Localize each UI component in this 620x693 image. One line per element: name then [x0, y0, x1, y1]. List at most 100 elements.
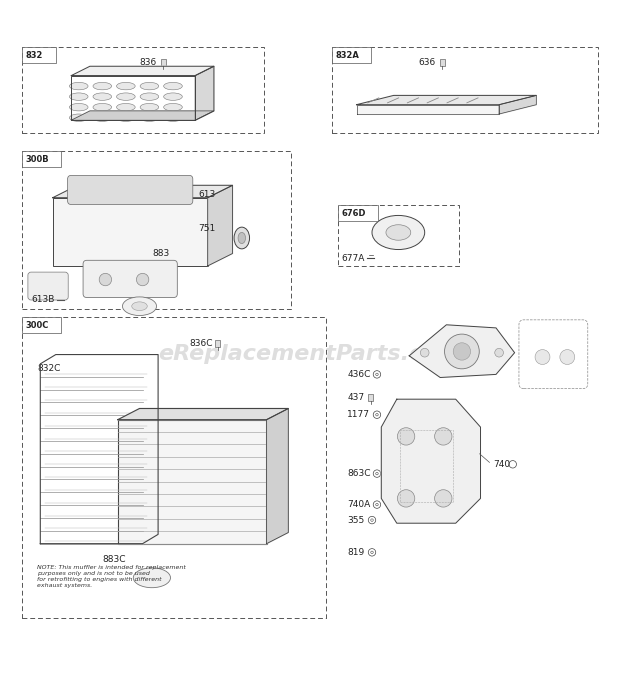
- Polygon shape: [195, 67, 214, 120]
- Bar: [22, 317, 326, 618]
- Ellipse shape: [164, 82, 182, 90]
- Ellipse shape: [69, 82, 88, 90]
- Circle shape: [397, 428, 415, 445]
- Text: 863C: 863C: [347, 469, 371, 478]
- Ellipse shape: [234, 227, 249, 249]
- Ellipse shape: [372, 216, 425, 249]
- Ellipse shape: [164, 114, 182, 121]
- Text: NOTE: This muffler is intended for replacement
purposes only and is not to be us: NOTE: This muffler is intended for repla…: [37, 565, 186, 588]
- Text: 677A: 677A: [341, 254, 365, 263]
- Text: 613B: 613B: [31, 295, 55, 304]
- Polygon shape: [118, 408, 288, 420]
- Circle shape: [420, 349, 429, 357]
- Bar: [22, 317, 61, 333]
- Ellipse shape: [140, 103, 159, 111]
- Ellipse shape: [93, 114, 112, 121]
- Bar: [22, 47, 264, 132]
- Ellipse shape: [117, 82, 135, 90]
- Text: 740A: 740A: [347, 500, 371, 509]
- Text: 1177: 1177: [347, 410, 370, 419]
- Ellipse shape: [133, 568, 171, 588]
- Circle shape: [222, 193, 224, 196]
- Circle shape: [371, 519, 373, 521]
- Polygon shape: [356, 105, 499, 114]
- Ellipse shape: [117, 114, 135, 121]
- Text: 436C: 436C: [347, 370, 371, 379]
- Bar: [440, 59, 445, 67]
- FancyBboxPatch shape: [83, 261, 177, 297]
- Bar: [332, 47, 598, 132]
- Text: 883C: 883C: [102, 554, 126, 563]
- Text: 740: 740: [493, 459, 510, 468]
- Circle shape: [376, 473, 378, 475]
- Text: 751: 751: [198, 225, 216, 234]
- Text: 437: 437: [347, 393, 365, 402]
- Bar: [332, 47, 371, 63]
- Text: 836: 836: [140, 58, 157, 67]
- Circle shape: [99, 273, 112, 286]
- Ellipse shape: [93, 82, 112, 90]
- Text: 300C: 300C: [25, 321, 49, 330]
- Ellipse shape: [238, 232, 246, 243]
- Polygon shape: [409, 325, 515, 378]
- Ellipse shape: [69, 103, 88, 111]
- Polygon shape: [381, 399, 480, 523]
- Text: 832A: 832A: [335, 51, 360, 60]
- Ellipse shape: [140, 93, 159, 100]
- Text: 883: 883: [152, 249, 169, 258]
- Bar: [338, 205, 459, 266]
- Bar: [22, 151, 291, 309]
- Ellipse shape: [164, 93, 182, 100]
- Circle shape: [495, 349, 503, 357]
- Polygon shape: [71, 67, 214, 76]
- Circle shape: [376, 414, 378, 416]
- Text: 300B: 300B: [25, 155, 49, 164]
- Bar: [22, 151, 61, 167]
- Polygon shape: [53, 185, 232, 198]
- Polygon shape: [356, 96, 536, 105]
- Circle shape: [445, 334, 479, 369]
- Ellipse shape: [93, 93, 112, 100]
- Ellipse shape: [140, 114, 159, 121]
- Bar: [400, 430, 453, 502]
- Text: 636: 636: [418, 58, 436, 67]
- FancyBboxPatch shape: [28, 272, 68, 300]
- Ellipse shape: [123, 297, 157, 315]
- Ellipse shape: [69, 114, 88, 121]
- Text: 355: 355: [347, 516, 365, 525]
- Circle shape: [371, 551, 373, 554]
- Text: eReplacementParts.com: eReplacementParts.com: [159, 344, 461, 364]
- Bar: [215, 340, 220, 347]
- Ellipse shape: [117, 93, 135, 100]
- Circle shape: [222, 227, 224, 230]
- Bar: [161, 59, 166, 67]
- Circle shape: [376, 503, 378, 506]
- Ellipse shape: [140, 82, 159, 90]
- Text: 676D: 676D: [342, 209, 366, 218]
- Text: 832C: 832C: [37, 364, 61, 373]
- Circle shape: [397, 490, 415, 507]
- Ellipse shape: [117, 103, 135, 111]
- Bar: [118, 420, 267, 544]
- Circle shape: [453, 343, 471, 360]
- Polygon shape: [267, 408, 288, 544]
- Bar: [71, 76, 195, 120]
- Bar: [22, 47, 56, 63]
- Text: 819: 819: [347, 548, 365, 557]
- Circle shape: [535, 349, 550, 365]
- Circle shape: [560, 349, 575, 365]
- Circle shape: [435, 428, 452, 445]
- Polygon shape: [499, 96, 536, 114]
- Circle shape: [136, 273, 149, 286]
- Text: 613: 613: [198, 190, 216, 199]
- Bar: [53, 198, 208, 266]
- Ellipse shape: [93, 103, 112, 111]
- Bar: [368, 394, 373, 401]
- Circle shape: [376, 373, 378, 376]
- Ellipse shape: [164, 103, 182, 111]
- Text: 832: 832: [25, 51, 43, 60]
- Polygon shape: [208, 185, 232, 266]
- Text: 836C: 836C: [189, 339, 213, 348]
- Bar: [338, 205, 378, 221]
- Circle shape: [435, 490, 452, 507]
